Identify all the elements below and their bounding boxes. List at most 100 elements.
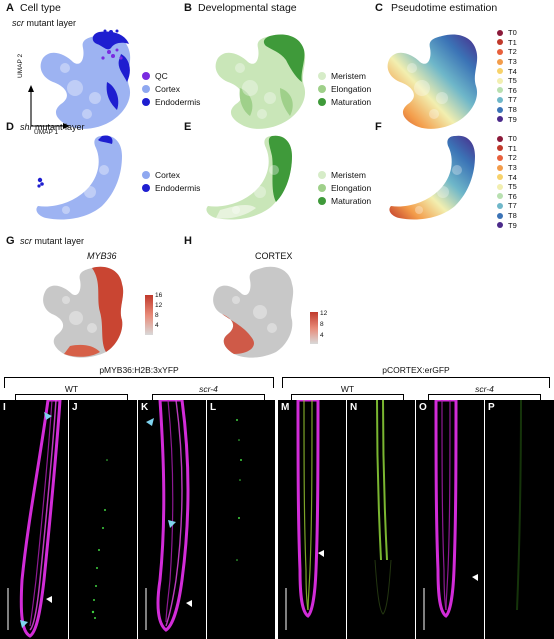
umap-cell-type-scr [28,29,131,129]
legend-item-t8: T8 [497,211,517,221]
gene-label-cortex: CORTEX [255,251,293,261]
legend-item-t5: T5 [497,76,517,86]
panel-label-e: E [184,121,192,133]
micrograph-letter: J [72,402,78,413]
umap-points-cortex [40,34,131,129]
legend-swatch [318,183,326,192]
legend-item-t0: T0 [497,28,517,38]
panel-label-a: A [6,2,14,14]
micrograph-letter: M [281,402,290,413]
mutant-bracket-1 [152,394,265,400]
legend-item-endodermis: Endodermis [142,95,200,108]
micrograph-i: I [0,400,68,639]
micrograph-p: P [485,400,554,639]
mutant-bracket-2 [428,394,541,400]
legend-item-t3: T3 [497,163,517,173]
umap-pseudotime-scr [387,34,478,129]
legend-item-t2: T2 [497,47,517,57]
legend-item-t0: T0 [497,134,517,144]
legend-item-elongation: Elongation [318,82,371,95]
root-image-myb36-scr4-green [236,419,242,561]
legend-item-t7: T7 [497,201,517,211]
umap-points-qc [101,48,123,60]
legend-item-t1: T1 [497,144,517,154]
legend-item-t1: T1 [497,38,517,48]
umap-texture [60,63,101,119]
legend-pseudotime-top: T0 T1 T2 T3 T4 T5 T6 T7 T8 T9 [497,28,517,124]
wt-label-2: WT [340,384,355,394]
panel-a-title: Cell type [20,2,61,14]
legend-item-maturation: Maturation [318,194,371,207]
construct-label-myb36: pMYB36:H2B:3xYFP [99,365,179,375]
arrowhead-blue-icon [20,620,28,628]
panel-g-subtitle: scr mutant layer [20,236,85,246]
legend-swatch [142,183,150,192]
legend-item-t6: T6 [497,192,517,202]
panel-label-d: D [6,121,14,133]
umap-axis-label-1: UMAP 1 [34,129,59,136]
legend-swatch [318,196,326,205]
legend-cell-type: QC Cortex Endodermis [142,69,200,108]
root-image-myb36-scr4-magenta [145,400,192,632]
arrowhead-blue-icon [168,520,176,528]
legend-swatch [142,71,150,80]
root-image-cortex-scr4-magenta [423,400,478,630]
construct-label-cortex: pCORTEX:erGFP [382,365,450,375]
micrograph-letter: O [419,402,427,413]
arrowhead-white-icon [318,550,324,557]
umap-axis-label-2: UMAP 2 [17,53,24,78]
legend-item-qc: QC [142,69,200,82]
legend-developmental-stage-shr: Meristem Elongation Maturation [318,168,371,207]
legend-item-elongation: Elongation [318,181,371,194]
micrograph-letter: L [210,402,217,413]
legend-item-t9: T9 [497,114,517,124]
umap-axes-arrows [28,85,70,129]
mutant-label-1: scr-4 [199,384,218,394]
legend-item-t2: T2 [497,153,517,163]
micrograph-m: M [278,400,346,639]
micrograph-l: L [207,400,275,639]
micrograph-n: N [347,400,415,639]
panel-d-subtitle: shr mutant layer [20,122,85,132]
legend-item-t9: T9 [497,220,517,230]
legend-item-t6: T6 [497,86,517,96]
colorbar-cortex [310,312,318,344]
micrograph-letter: I [3,402,6,413]
umap-cortex-expression [213,266,294,358]
legend-swatch [142,84,150,93]
legend-item-t4: T4 [497,172,517,182]
micrograph-letter: K [141,402,149,413]
legend-item-maturation: Maturation [318,95,371,108]
legend-item-t8: T8 [497,105,517,115]
panel-a-subtitle: scr mutant layer [12,18,77,28]
legend-item-t3: T3 [497,57,517,67]
root-image-myb36-wt-magenta [7,400,62,638]
legend-item-meristem: Meristem [318,69,371,82]
umap-developmental-stage-scr [215,34,306,129]
panel-b-title: Developmental stage [198,2,297,14]
legend-swatch [318,170,326,179]
legend-swatch [318,84,326,93]
root-image-cortex-wt-green [374,400,392,615]
legend-item-t7: T7 [497,95,517,105]
panel-c-title: Pseudotime estimation [391,2,498,14]
arrowhead-blue-icon [44,412,52,420]
legend-swatch [142,97,150,106]
legend-swatch [318,97,326,106]
panel-label-g: G [6,235,15,247]
legend-pseudotime-bottom: T0 T1 T2 T3 T4 T5 T6 T7 T8 T9 [497,134,517,230]
legend-cell-type-shr: Cortex Endodermis [142,168,200,194]
umap-cell-type-shr [36,135,122,220]
wt-bracket-1 [15,394,128,400]
wt-label-1: WT [64,384,79,394]
umap-developmental-stage-shr [206,135,292,220]
panel-label-b: B [184,2,192,14]
panel-label-h: H [184,235,192,247]
group-bracket-myb36 [4,377,274,388]
panel-label-c: C [375,2,383,14]
legend-item-meristem: Meristem [318,168,371,181]
legend-item-endodermis: Endodermis [142,181,200,194]
wt-bracket-2 [291,394,404,400]
umap-pseudotime-shr [389,135,475,220]
arrowhead-white-icon [46,596,52,603]
